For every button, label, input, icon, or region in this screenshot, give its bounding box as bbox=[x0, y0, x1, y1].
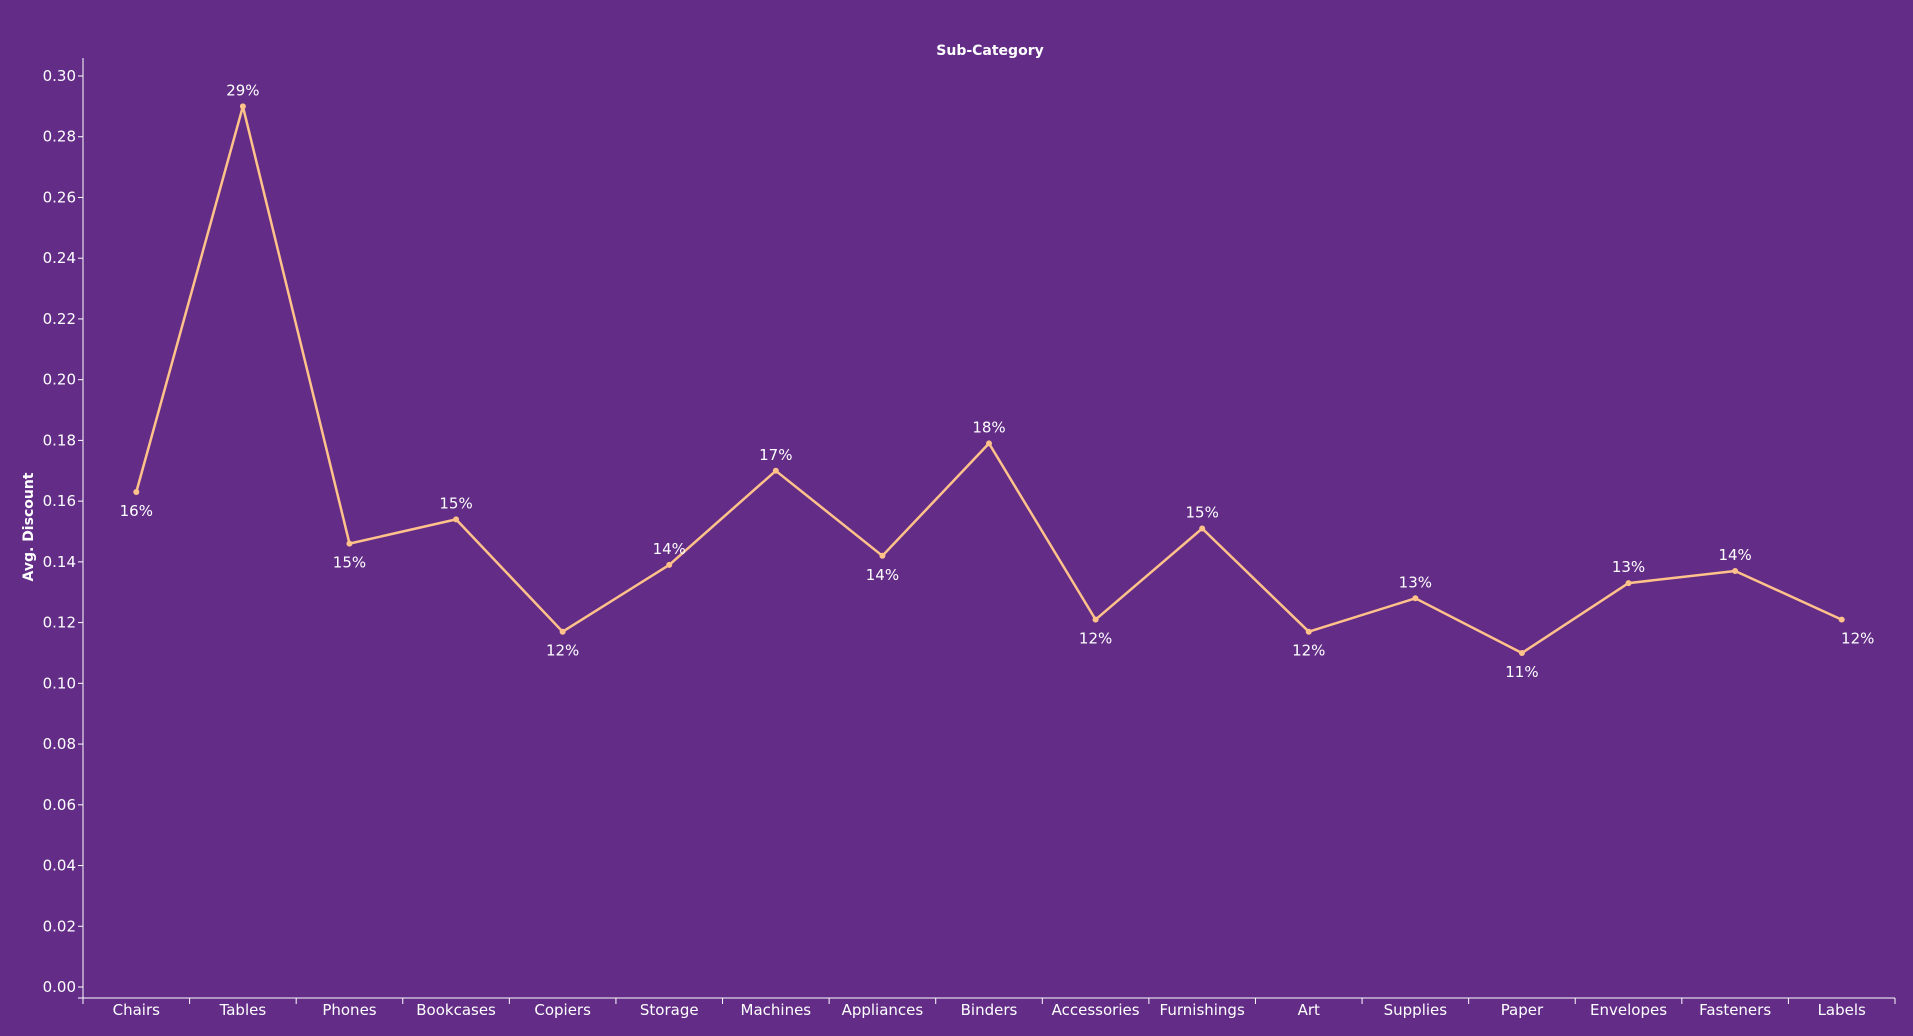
data-label: 14% bbox=[1718, 546, 1751, 564]
data-point[interactable] bbox=[772, 467, 779, 474]
x-tick-label: Machines bbox=[741, 1001, 812, 1019]
data-point[interactable] bbox=[1199, 525, 1206, 532]
x-tick-label: Art bbox=[1298, 1001, 1320, 1019]
y-tick-label: 0.10 bbox=[43, 674, 76, 692]
y-tick-label: 0.06 bbox=[43, 796, 76, 814]
x-tick-label: Paper bbox=[1501, 1001, 1544, 1019]
x-tick-label: Furnishings bbox=[1160, 1001, 1245, 1019]
data-label: 16% bbox=[120, 502, 153, 520]
y-tick-label: 0.16 bbox=[43, 492, 76, 510]
data-label: 13% bbox=[1399, 573, 1432, 591]
y-axis: 0.00 0.02 0.04 0.06 0.08 0.10 0.12 0.14 0.16 0.18… bbox=[43, 58, 84, 998]
x-tick-label: Binders bbox=[961, 1001, 1018, 1019]
data-point[interactable] bbox=[453, 516, 460, 523]
y-tick-label: 0.22 bbox=[43, 310, 76, 328]
data-label: 12% bbox=[1079, 630, 1112, 648]
data-labels-group: 16% 29% 15% 15% 12% 14% 17% 14% 18% 12% 15% 12% 13% 1… bbox=[120, 81, 1875, 681]
data-point[interactable] bbox=[1518, 649, 1525, 656]
series-line-group bbox=[133, 103, 1845, 656]
data-label: 12% bbox=[546, 642, 579, 660]
x-tick-label: Copiers bbox=[534, 1001, 591, 1019]
y-tick-label: 0.08 bbox=[43, 735, 76, 753]
y-tick-label: 0.12 bbox=[43, 614, 76, 632]
x-tick-label: Bookcases bbox=[416, 1001, 496, 1019]
data-point[interactable] bbox=[133, 489, 140, 496]
y-tick-label: 0.26 bbox=[43, 188, 76, 206]
x-tick-label: Storage bbox=[640, 1001, 699, 1019]
x-tick-label: Accessories bbox=[1052, 1001, 1140, 1019]
data-point[interactable] bbox=[986, 440, 992, 447]
data-label: 13% bbox=[1612, 558, 1645, 576]
data-point[interactable] bbox=[879, 552, 886, 559]
x-tick-label: Fasteners bbox=[1699, 1001, 1771, 1019]
data-point[interactable] bbox=[1838, 616, 1845, 623]
data-label: 29% bbox=[226, 81, 259, 99]
data-label: 15% bbox=[439, 494, 472, 512]
y-tick-label: 0.30 bbox=[43, 67, 76, 85]
data-point[interactable] bbox=[559, 628, 566, 635]
x-tick-label: Chairs bbox=[113, 1001, 161, 1019]
y-tick-label: 0.18 bbox=[43, 431, 76, 449]
x-tick-label: Supplies bbox=[1384, 1001, 1448, 1019]
x-tick-label: Tables bbox=[219, 1001, 267, 1019]
data-point[interactable] bbox=[1625, 580, 1632, 587]
data-point[interactable] bbox=[1732, 567, 1739, 574]
data-label: 14% bbox=[866, 566, 899, 584]
data-point[interactable] bbox=[1092, 616, 1099, 623]
data-label: 15% bbox=[1186, 503, 1219, 521]
data-label: 12% bbox=[1292, 642, 1325, 660]
x-tick-label: Phones bbox=[322, 1001, 376, 1019]
data-point[interactable] bbox=[239, 103, 246, 110]
data-label: 14% bbox=[653, 540, 686, 558]
data-label: 15% bbox=[333, 554, 366, 572]
y-tick-label: 0.02 bbox=[43, 917, 76, 935]
data-label: 17% bbox=[759, 446, 792, 464]
data-point[interactable] bbox=[1412, 595, 1419, 602]
y-tick-label: 0.24 bbox=[43, 249, 76, 267]
data-label: 11% bbox=[1505, 663, 1538, 681]
x-tick-label: Envelopes bbox=[1590, 1001, 1667, 1019]
data-point[interactable] bbox=[346, 540, 353, 547]
data-label: 18% bbox=[972, 418, 1005, 436]
x-tick-label: Labels bbox=[1818, 1001, 1866, 1019]
y-tick-label: 0.14 bbox=[43, 553, 76, 571]
series-line bbox=[135, 105, 1843, 655]
y-axis-title: Avg. Discount bbox=[21, 472, 37, 581]
y-tick-label: 0.28 bbox=[43, 128, 76, 146]
x-tick-label: Appliances bbox=[842, 1001, 924, 1019]
y-tick-label: 0.04 bbox=[43, 857, 76, 875]
data-label: 12% bbox=[1841, 630, 1874, 648]
y-tick-label: 0.00 bbox=[43, 978, 76, 996]
x-axis: Chairs Tables Phones Bookcases Copiers Storag… bbox=[78, 997, 1896, 1019]
y-tick-label: 0.20 bbox=[43, 371, 76, 389]
data-point[interactable] bbox=[1305, 628, 1312, 635]
chart-title: Sub-Category bbox=[936, 43, 1043, 59]
data-point[interactable] bbox=[666, 561, 673, 568]
